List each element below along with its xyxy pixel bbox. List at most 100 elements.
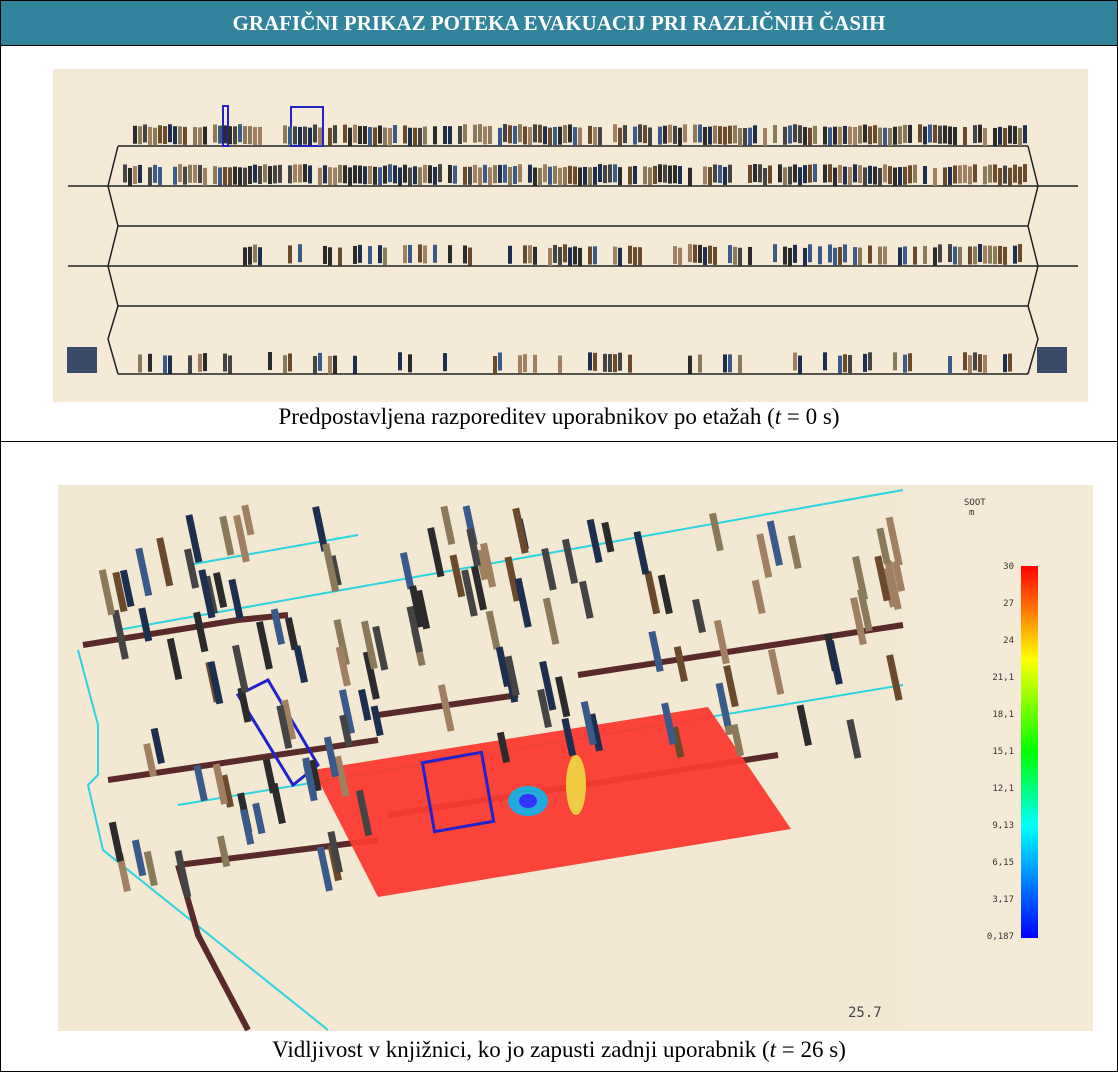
- person: [958, 165, 962, 183]
- page: GRAFIČNI PRIKAZ POTEKA EVAKUACIJ PRI RAZ…: [0, 0, 1118, 1072]
- person: [848, 167, 852, 185]
- person: [393, 165, 397, 183]
- person: [708, 246, 712, 264]
- person: [633, 127, 637, 145]
- person: [708, 167, 712, 185]
- person: [838, 356, 842, 374]
- person: [713, 126, 717, 144]
- person: [783, 247, 787, 265]
- person: [543, 126, 547, 144]
- person: [253, 245, 257, 263]
- person: [983, 246, 987, 264]
- person: [393, 125, 397, 143]
- person: [993, 246, 997, 264]
- person: [798, 125, 802, 143]
- person: [593, 246, 597, 264]
- person: [593, 353, 597, 371]
- person: [443, 353, 447, 371]
- person: [783, 127, 787, 145]
- person: [788, 125, 792, 143]
- person: [968, 166, 972, 184]
- person: [823, 352, 827, 370]
- person: [773, 125, 777, 143]
- person: [993, 128, 997, 146]
- person: [143, 124, 147, 142]
- person: [293, 126, 297, 144]
- person: [498, 165, 502, 183]
- person: [618, 167, 622, 185]
- person: [883, 246, 887, 264]
- person: [1013, 165, 1017, 183]
- person: [283, 125, 287, 143]
- person: [843, 167, 847, 185]
- person: [768, 165, 772, 183]
- person: [1018, 167, 1022, 185]
- person: [838, 165, 842, 183]
- person: [788, 248, 792, 266]
- person: [403, 125, 407, 143]
- person: [448, 245, 452, 263]
- person: [548, 128, 552, 146]
- person: [763, 168, 767, 186]
- person: [423, 165, 427, 183]
- person: [918, 124, 922, 142]
- person: [938, 244, 942, 262]
- person: [298, 127, 302, 145]
- person: [553, 245, 557, 263]
- person: [913, 165, 917, 183]
- person: [508, 167, 512, 185]
- person: [213, 166, 217, 184]
- person: [728, 245, 732, 263]
- person: [943, 167, 947, 185]
- person: [448, 126, 452, 144]
- visibility-image: SOOT m 30272421,118,115,112,19,136,153,1…: [58, 485, 1093, 1031]
- person: [553, 166, 557, 184]
- person: [703, 247, 707, 265]
- person: [148, 354, 152, 372]
- person: [723, 167, 727, 185]
- person: [138, 126, 142, 144]
- person: [728, 354, 732, 372]
- person: [893, 127, 897, 145]
- person: [673, 126, 677, 144]
- person: [238, 167, 242, 185]
- person: [1003, 247, 1007, 265]
- person: [763, 128, 767, 146]
- person: [668, 125, 672, 143]
- person: [543, 164, 547, 182]
- person: [863, 167, 867, 185]
- person: [418, 128, 422, 146]
- person: [338, 248, 342, 266]
- person: [573, 127, 577, 145]
- person: [678, 166, 682, 184]
- person: [663, 126, 667, 144]
- person: [928, 125, 932, 143]
- person: [873, 125, 877, 143]
- person: [288, 165, 292, 183]
- person: [893, 352, 897, 370]
- person: [978, 354, 982, 372]
- person: [798, 356, 802, 374]
- person: [558, 356, 562, 374]
- person: [868, 246, 872, 264]
- person: [343, 125, 347, 143]
- person: [218, 126, 222, 144]
- person: [998, 127, 1002, 145]
- person: [363, 126, 367, 144]
- person: [718, 165, 722, 183]
- person: [858, 248, 862, 266]
- person: [223, 125, 227, 143]
- person: [638, 247, 642, 265]
- person: [318, 353, 322, 371]
- person: [193, 165, 197, 183]
- person: [148, 167, 152, 185]
- person: [203, 168, 207, 186]
- person: [488, 126, 492, 144]
- person: [983, 166, 987, 184]
- person: [673, 246, 677, 264]
- person: [293, 164, 297, 182]
- person: [258, 127, 262, 145]
- person: [288, 245, 292, 263]
- person: [653, 166, 657, 184]
- person: [528, 127, 532, 145]
